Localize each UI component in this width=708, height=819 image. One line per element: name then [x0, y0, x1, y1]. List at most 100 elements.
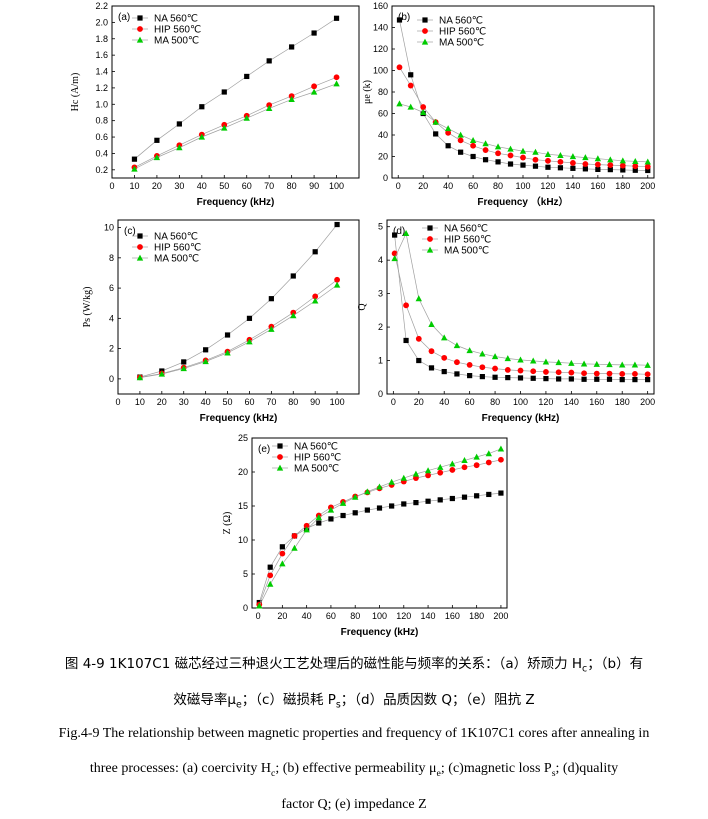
data-point	[425, 498, 431, 504]
x-tick-label: 20	[152, 181, 162, 191]
data-point	[388, 478, 395, 485]
data-point	[494, 143, 502, 150]
data-point	[340, 512, 346, 519]
data-point	[202, 358, 209, 365]
data-point	[619, 162, 626, 169]
data-point	[474, 493, 480, 499]
y-axis-label: Q	[357, 303, 368, 311]
y-tick-label: 1.4	[95, 67, 108, 77]
series-line-1	[134, 76, 337, 168]
data-point	[310, 88, 318, 95]
x-axis-label: Frequency (kHz)	[200, 413, 278, 424]
data-point	[311, 30, 317, 36]
x-tick-label: 30	[179, 397, 189, 407]
data-point	[279, 550, 286, 557]
data-point	[266, 58, 272, 64]
data-point	[413, 500, 419, 506]
data-point	[520, 154, 526, 161]
data-point	[221, 89, 227, 95]
panel-label: (a)	[118, 12, 130, 23]
data-point	[267, 564, 273, 570]
data-point	[428, 348, 435, 355]
data-point	[415, 295, 422, 302]
data-point	[470, 142, 476, 149]
data-point	[424, 467, 432, 474]
data-point	[312, 249, 318, 255]
caption-en-sub-2a: c	[270, 767, 276, 779]
plot-frame	[111, 5, 360, 179]
data-point	[334, 221, 340, 228]
data-point	[470, 153, 476, 160]
data-point	[267, 580, 274, 587]
data-point	[632, 167, 638, 173]
legend-marker	[137, 26, 143, 32]
data-point	[644, 371, 651, 378]
y-tick-label: 140	[373, 23, 388, 33]
data-point	[288, 95, 295, 102]
data-point	[290, 312, 297, 319]
data-point	[419, 109, 427, 116]
data-point	[279, 544, 285, 550]
data-point	[224, 349, 231, 356]
y-tick-label: 10	[104, 223, 114, 233]
caption-en-text-2c: ; (c)magnetic loss P	[440, 761, 552, 776]
series-line-0	[134, 18, 337, 160]
legend-marker	[136, 254, 144, 261]
data-point	[131, 165, 138, 172]
data-point	[441, 354, 448, 361]
data-point	[449, 460, 456, 467]
data-point	[594, 376, 600, 382]
series-line-0	[399, 19, 648, 171]
x-tick-label: 90	[310, 397, 320, 407]
data-point	[619, 157, 627, 164]
y-tick-label: 0.8	[95, 116, 108, 126]
data-point	[444, 125, 452, 132]
chart-panel-c: 0 10 20 30 40 50 60 70 80 90 100 0 2 4 6 8 10 Frequency (…	[82, 219, 360, 424]
data-point	[458, 149, 464, 155]
legend-label: NA 560℃	[444, 224, 488, 235]
y-tick-label: 8	[109, 253, 114, 263]
y-tick-label: 25	[238, 433, 248, 443]
data-point	[315, 514, 322, 521]
data-point	[557, 158, 564, 165]
data-point	[498, 456, 504, 463]
x-tick-label: 60	[468, 181, 478, 191]
data-point	[333, 281, 341, 288]
data-point	[593, 360, 600, 367]
caption-cn-text-2b: ；（c）磁损耗 P	[241, 692, 336, 708]
data-point	[396, 17, 403, 23]
legend-label: HIP 560℃	[154, 25, 201, 36]
data-point	[570, 160, 576, 166]
legend-label: HIP 560℃	[439, 27, 486, 38]
x-tick-label: 0	[115, 397, 120, 407]
data-point	[339, 499, 347, 506]
data-point	[532, 156, 539, 163]
data-point	[545, 164, 551, 170]
legend-marker	[137, 244, 143, 250]
series-line-2	[139, 284, 338, 379]
data-point	[279, 560, 286, 567]
x-tick-label: 70	[266, 397, 276, 407]
data-point	[352, 493, 359, 500]
x-tick-label: 60	[242, 181, 252, 191]
data-point	[403, 302, 409, 309]
x-axis-label: Frequency (kHz)	[197, 197, 275, 208]
y-tick-label: 60	[378, 109, 388, 119]
data-point	[461, 464, 468, 471]
data-point	[556, 376, 562, 382]
data-point	[176, 144, 183, 151]
caption-cn-text-1: 图 4-9 1K107C1 磁芯经过三种退火工艺处理后的磁性能与频率的关系：（a…	[64, 656, 583, 672]
data-point	[482, 140, 489, 147]
y-tick-label: 2	[109, 344, 114, 354]
data-point	[507, 145, 514, 152]
data-point	[267, 572, 274, 579]
data-point	[466, 361, 473, 368]
data-point	[557, 152, 564, 159]
legend-label: MA 500℃	[444, 246, 489, 257]
data-point	[466, 347, 473, 354]
legend-marker	[277, 443, 283, 449]
data-point	[198, 133, 206, 140]
data-point	[461, 457, 468, 464]
y-tick-label: 0	[383, 173, 388, 183]
data-point	[441, 334, 448, 341]
